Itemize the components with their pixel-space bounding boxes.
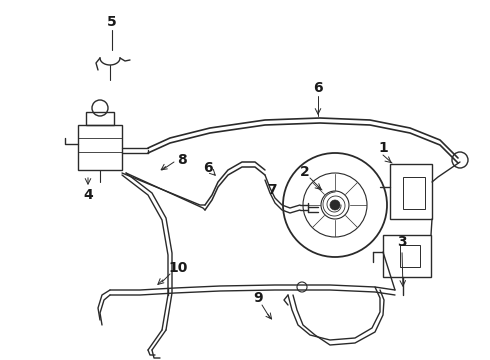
Bar bbox=[383, 235, 431, 277]
Text: 7: 7 bbox=[267, 183, 277, 197]
Bar bbox=[400, 245, 420, 267]
Bar bbox=[78, 125, 122, 170]
Circle shape bbox=[330, 200, 340, 210]
Text: 6: 6 bbox=[203, 161, 213, 175]
Bar bbox=[86, 112, 114, 125]
Bar bbox=[403, 177, 425, 209]
Bar bbox=[390, 164, 432, 219]
Text: 5: 5 bbox=[107, 15, 117, 29]
Text: 4: 4 bbox=[83, 188, 93, 202]
Text: 2: 2 bbox=[300, 165, 310, 179]
Text: 6: 6 bbox=[313, 81, 323, 95]
Text: 10: 10 bbox=[168, 261, 188, 275]
Text: 1: 1 bbox=[378, 141, 388, 155]
Text: 8: 8 bbox=[177, 153, 187, 167]
Text: 3: 3 bbox=[397, 235, 407, 249]
Text: 9: 9 bbox=[253, 291, 263, 305]
